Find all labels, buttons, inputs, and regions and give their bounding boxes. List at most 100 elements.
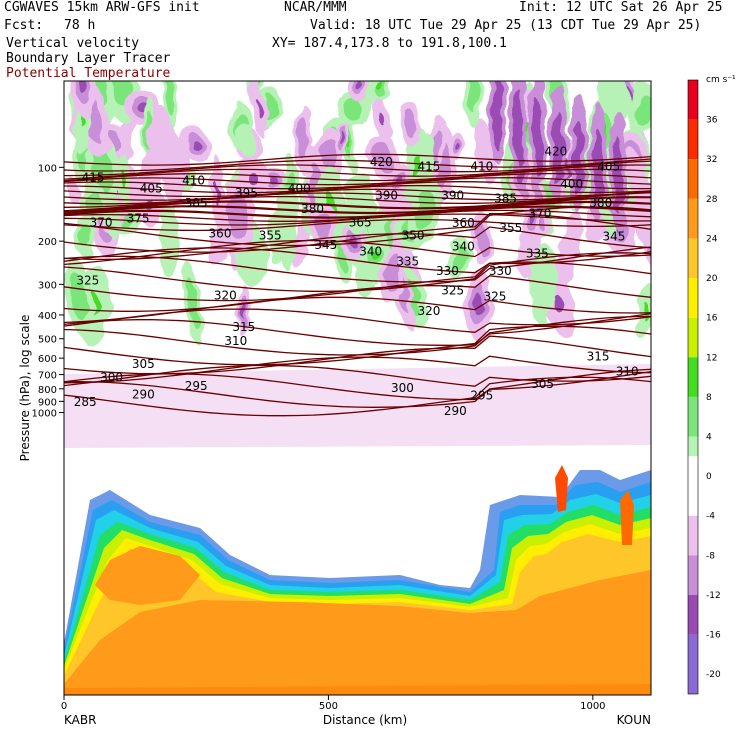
theta-label: 340: [359, 244, 382, 258]
theta-label: 315: [587, 349, 610, 363]
theta-label: 365: [349, 216, 372, 230]
downdraft-cell: [310, 203, 337, 248]
colorbar-segment: [688, 436, 698, 457]
downdraft-cell: [67, 177, 82, 207]
theta-label: 290: [444, 404, 467, 418]
strong-downdraft-plume: [569, 92, 588, 213]
x-axis-label: Distance (km): [323, 713, 407, 727]
theta-contour: [64, 370, 651, 401]
colorbar-segment: [688, 119, 698, 160]
colorbar-segment: [688, 456, 698, 496]
potential-temperature-contours: [64, 153, 651, 417]
colorbar-tick-label: 20: [706, 274, 718, 284]
svg-text:375: 375: [127, 212, 150, 226]
colorbar-segment: [688, 634, 698, 694]
y-tick-label: 1000: [32, 409, 57, 420]
theta-label: 370: [90, 216, 113, 230]
svg-text:385: 385: [185, 196, 208, 210]
y-tick-label: 600: [38, 354, 57, 365]
colorbar-tick-label: -8: [706, 551, 715, 561]
theta-label: 350: [402, 229, 425, 243]
svg-text:325: 325: [76, 274, 99, 288]
colorbar-tick-label: 32: [706, 155, 717, 165]
svg-text:400: 400: [560, 177, 583, 191]
downdraft-cell: [180, 127, 210, 161]
svg-text:405: 405: [140, 182, 163, 196]
x-endpoint-right: KOUN: [617, 713, 651, 727]
svg-text:355: 355: [259, 229, 282, 243]
svg-text:290: 290: [444, 404, 467, 418]
svg-text:315: 315: [587, 349, 610, 363]
theta-label: 385: [185, 196, 208, 210]
svg-text:390: 390: [375, 188, 398, 202]
colorbar-tick-label: 0: [706, 472, 712, 482]
svg-text:365: 365: [349, 216, 372, 230]
theta-label: 400: [288, 182, 311, 196]
svg-text:340: 340: [359, 244, 382, 258]
theta-contour: [64, 168, 651, 182]
theta-contour: [64, 355, 651, 384]
svg-text:420: 420: [544, 144, 567, 158]
svg-text:295: 295: [185, 379, 208, 393]
colorbar-segment: [688, 198, 698, 239]
colorbar-tick-label: 8: [706, 393, 712, 403]
colorbar-segment: [688, 515, 698, 556]
theta-label: 345: [603, 229, 626, 243]
svg-text:335: 335: [396, 254, 419, 268]
svg-text:345: 345: [603, 229, 626, 243]
theta-label: 305: [132, 357, 155, 371]
theta-contour: [64, 325, 651, 366]
svg-text:370: 370: [90, 216, 113, 230]
svg-text:300: 300: [391, 381, 414, 395]
boundary-layer-tracer-field: [64, 465, 651, 695]
svg-text:360: 360: [452, 216, 475, 230]
y-tick-label: 200: [38, 237, 57, 248]
theta-label: 405: [140, 182, 163, 196]
strong-downdraft-plume: [528, 81, 547, 191]
theta-label: 320: [214, 288, 237, 302]
svg-text:330: 330: [436, 264, 459, 278]
svg-text:385: 385: [494, 192, 517, 206]
svg-text:360: 360: [209, 226, 232, 240]
colorbar: 36 32 28 24 20 16 12 8 4 0 -4 -8 -12 -16 -20: [687, 79, 721, 695]
theta-contour: [64, 160, 651, 177]
x-tick-label: 0: [61, 701, 67, 712]
svg-text:410: 410: [182, 173, 205, 187]
theta-label: 305: [531, 377, 554, 391]
updraft-cell: [407, 177, 442, 244]
svg-text:380: 380: [589, 196, 612, 210]
updraft-cell: [529, 244, 558, 324]
svg-text:345: 345: [314, 238, 337, 252]
strong-downdraft-plume: [488, 81, 507, 164]
plot-frame: [63, 80, 652, 696]
colorbar-segment: [688, 278, 698, 318]
updraft-cell: [447, 236, 470, 279]
downdraft-cell: [401, 101, 422, 148]
colorbar-tick-label: 24: [706, 234, 718, 244]
cross-section-endpoints: XY= 187.4,173.8 to 191.8,100.1: [272, 36, 507, 51]
colorbar-segment: [688, 396, 698, 437]
svg-text:325: 325: [441, 284, 464, 298]
svg-text:290: 290: [132, 388, 155, 402]
updraft-cell: [625, 84, 651, 134]
theta-label: 315: [232, 320, 255, 334]
downdraft-cell: [337, 118, 351, 161]
field-boundary-layer-tracer: Boundary Layer Tracer: [6, 51, 171, 66]
init-time: Init: 12 UTC Sat 26 Apr 25: [519, 0, 723, 15]
svg-text:370: 370: [528, 206, 551, 220]
theta-contour: [64, 196, 651, 213]
colorbar-segment: [688, 555, 698, 595]
theta-label: 410: [470, 159, 493, 173]
svg-text:305: 305: [531, 377, 554, 391]
colorbar-tick-label: -4: [706, 512, 715, 522]
theta-label: 290: [132, 388, 155, 402]
theta-label: 325: [441, 284, 464, 298]
theta-contour: [64, 376, 651, 417]
downdraft-cell: [449, 132, 464, 161]
theta-label: 370: [528, 206, 551, 220]
y-tick-label: 400: [38, 311, 57, 322]
colorbar-tick-label: 16: [706, 314, 718, 324]
